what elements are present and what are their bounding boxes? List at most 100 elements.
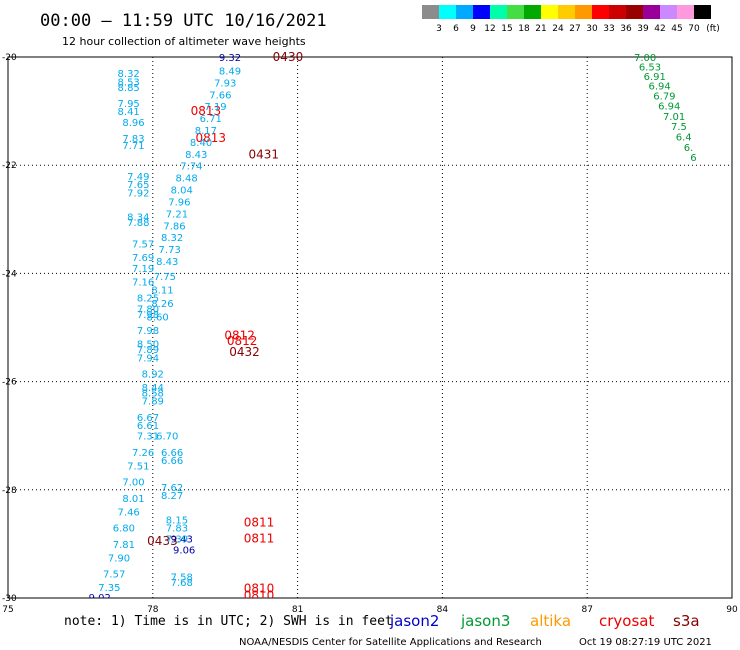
data-label: 7.81 (113, 540, 135, 551)
data-label: 0811 (244, 515, 275, 529)
y-tick-label: -28 (2, 486, 17, 496)
y-tick-label: -30 (2, 594, 17, 604)
data-label: 8.34 (127, 213, 149, 224)
colorbar-swatch (507, 5, 524, 19)
legend-jason3: jason3 (460, 612, 510, 630)
data-label: 6.66 (161, 448, 183, 459)
data-label: 0430 (273, 50, 304, 64)
data-label: 7.00 (122, 478, 144, 489)
colorbar-label: 39 (637, 24, 649, 34)
data-label: 7.68 (171, 578, 193, 589)
data-label: 8.17 (195, 126, 217, 137)
footer-note: note: 1) Time is in UTC; 2) SWH is in fe… (64, 614, 393, 629)
data-label: 6.94 (648, 82, 670, 93)
legend-cryosat: cryosat (599, 612, 654, 630)
data-label: 6.80 (113, 524, 135, 535)
colorbar-swatch (575, 5, 592, 19)
data-label: 6.4 (676, 133, 692, 144)
data-label: 7.66 (209, 90, 231, 101)
data-label: 7.5 (671, 122, 687, 133)
colorbar-label: 9 (470, 24, 476, 34)
data-label: 7.19 (132, 264, 154, 275)
colorbar-label: 45 (671, 24, 682, 34)
data-label: 6.91 (644, 72, 666, 83)
colorbar-swatch (490, 5, 507, 19)
data-label: 8.53 (118, 77, 140, 88)
data-label: 7.71 (122, 141, 144, 152)
data-label: 7.58 (171, 572, 193, 583)
data-label: 6.71 (200, 114, 222, 125)
colorbar-swatch (609, 5, 626, 19)
colorbar-label: 6 (453, 24, 459, 34)
colorbar-label: 42 (654, 24, 665, 34)
x-tick-label: 90 (726, 605, 738, 615)
legend-altika: altika (530, 612, 571, 630)
colorbar-label: 24 (552, 24, 564, 34)
data-label: 9.06 (173, 545, 195, 556)
data-label: 8.58 (142, 388, 164, 399)
data-label: 6.94 (658, 102, 680, 113)
data-label: 7.88 (127, 218, 149, 229)
data-label: 7.57 (103, 570, 125, 581)
data-label: 8.27 (161, 491, 183, 502)
data-label: 7.98 (137, 326, 159, 337)
data-label: 7.01 (663, 112, 685, 123)
colorbar-swatch (422, 5, 439, 19)
colorbar-swatch (592, 5, 609, 19)
data-label: 0812 (227, 334, 258, 348)
data-label: 7.83 (166, 524, 188, 535)
y-tick-label: -22 (2, 161, 17, 171)
data-label: 7.86 (163, 221, 185, 232)
data-label: 6.66 (161, 456, 183, 467)
colorbar: 3 6 9 12 15 18 21 24 27 30 33 36 39 42 45 70 (ft) (422, 5, 720, 34)
colorbar-swatch (694, 5, 711, 19)
colorbar-label: 33 (603, 24, 614, 34)
data-label: 7.62 (161, 483, 183, 494)
colorbar-label: 27 (569, 24, 580, 34)
y-tick-label: -20 (2, 53, 17, 63)
data-label: 7.89 (137, 345, 159, 356)
colorbar-label: 3 (436, 24, 442, 34)
data-label: 0432 (229, 345, 260, 359)
data-label: 0812 (224, 329, 255, 343)
data-label: 7.75 (154, 272, 176, 283)
data-label: 8.49 (219, 67, 241, 78)
data-label: 7.80 (137, 305, 159, 316)
data-label: 8.32 (118, 69, 140, 80)
chart-title: 00:00 – 11:59 UTC 10/16/2021 (40, 11, 327, 31)
data-label: 7.21 (166, 209, 188, 220)
data-label: 7.69 (132, 253, 154, 264)
x-tick-label: 81 (292, 605, 303, 615)
data-label: 0813 (195, 131, 226, 145)
data-label: 8.96 (122, 118, 144, 129)
data-label: 7.31 (137, 432, 159, 443)
data-label: 8.40 (190, 138, 212, 149)
colorbar-swatch (473, 5, 490, 19)
data-label: 9.02 (89, 593, 111, 604)
data-label: 7.49 (127, 172, 149, 183)
data-label: 7.51 (127, 461, 149, 472)
colorbar-label: 18 (518, 24, 530, 34)
colorbar-label: 12 (484, 24, 495, 34)
data-label: 8.85 (118, 83, 140, 94)
y-tick-label: -24 (2, 269, 17, 279)
data-label: 7.93 (214, 78, 236, 89)
data-label: 7.89 (142, 397, 164, 408)
x-tick-label: 78 (147, 605, 159, 615)
data-label: 8.04 (171, 186, 193, 197)
data-label: 9.43 (171, 534, 193, 545)
data-label: 7.95 (118, 99, 140, 110)
data-label: 8.50 (137, 340, 159, 351)
data-label: 7.96 (168, 197, 190, 208)
data-label: 7.65 (127, 180, 149, 191)
data-label: 6.61 (137, 421, 159, 432)
data-label: 7.83 (122, 134, 144, 145)
data-label: 6.79 (653, 91, 675, 102)
data-label: 6. (684, 143, 694, 154)
data-label: 7.57 (132, 240, 154, 251)
plot-frame (7, 56, 733, 599)
data-label: 8.43 (156, 257, 178, 268)
data-label: 0813 (191, 104, 222, 118)
chart-subtitle: 12 hour collection of altimeter wave hei… (62, 35, 306, 48)
